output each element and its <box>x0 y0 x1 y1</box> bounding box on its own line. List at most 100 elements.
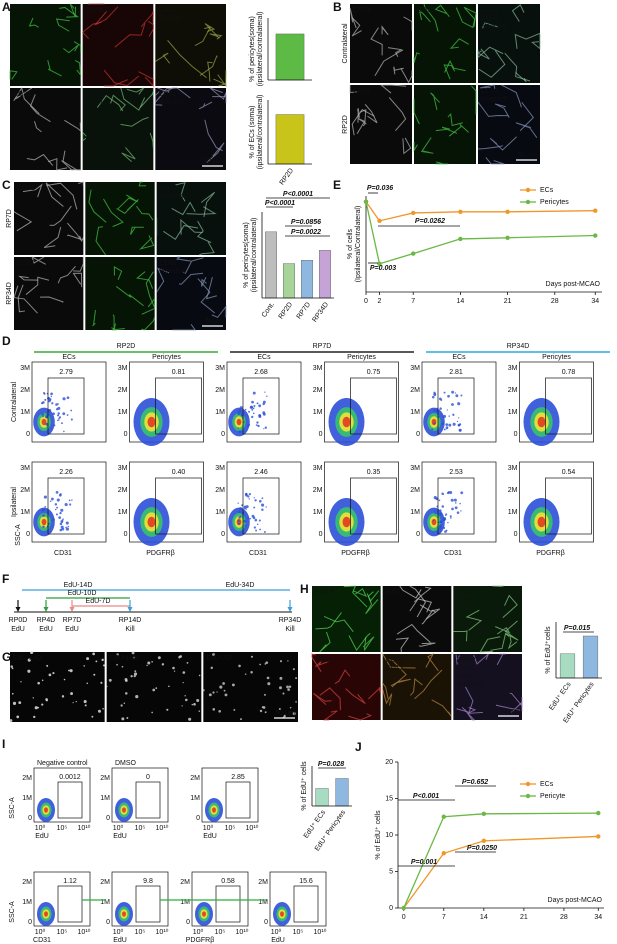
texture <box>264 426 267 429</box>
gate-value: 0.78 <box>562 369 576 376</box>
texture <box>261 508 264 511</box>
texture <box>92 310 96 327</box>
texture <box>287 660 289 662</box>
texture <box>45 422 49 426</box>
gate-value: 2.68 <box>254 369 268 376</box>
y-tick-label: 0 <box>124 431 128 438</box>
x-tick-label: 28 <box>560 914 568 921</box>
scale-bar-label: 50 μm <box>203 158 223 165</box>
texture <box>37 681 40 685</box>
texture <box>93 673 96 676</box>
gate <box>545 477 592 535</box>
texture <box>238 516 241 519</box>
channel-label: EdU-10D <box>110 655 139 662</box>
texture <box>208 693 212 697</box>
row-label: RP7D <box>6 209 13 228</box>
texture <box>433 422 436 425</box>
texture <box>292 712 296 716</box>
time-point-label: EdU <box>39 626 53 633</box>
y-tick-label: 2M <box>118 387 128 394</box>
texture <box>243 519 247 523</box>
y-tick-label: 2M <box>22 775 32 782</box>
x-tick-label: 10⁰ <box>193 928 204 936</box>
density-blob <box>44 911 48 917</box>
texture <box>359 109 367 127</box>
texture <box>63 430 65 433</box>
texture <box>216 691 218 693</box>
texture <box>63 678 66 681</box>
row-label: Contralateral <box>342 23 349 64</box>
x-tick-label: 0 <box>402 914 406 921</box>
x-tick-label: 10⁰ <box>113 928 124 936</box>
texture <box>449 38 469 49</box>
annotation: P=0.028 <box>318 761 344 768</box>
x-tick-label: 10⁰ <box>113 824 124 832</box>
texture <box>52 672 55 675</box>
texture <box>133 656 136 659</box>
y-tick-label: 20 <box>385 759 393 766</box>
texture <box>239 406 243 410</box>
texture <box>11 667 14 670</box>
texture <box>256 523 259 526</box>
x-tick-label: 10¹⁰ <box>156 928 169 936</box>
texture <box>430 92 440 111</box>
texture <box>370 27 383 56</box>
y-tick-label: 1M <box>313 409 323 416</box>
texture <box>27 669 31 673</box>
texture <box>50 395 52 398</box>
texture <box>60 525 64 529</box>
texture <box>212 653 216 657</box>
channel-label: Hoechst <box>481 23 507 30</box>
texture <box>121 147 136 162</box>
texture <box>58 417 60 420</box>
texture <box>72 272 83 288</box>
texture <box>261 497 264 500</box>
texture <box>67 525 70 528</box>
texture <box>78 181 84 186</box>
texture <box>431 395 435 399</box>
texture <box>434 510 436 512</box>
texture <box>154 91 163 106</box>
texture <box>245 505 249 509</box>
y-tick-label: 1M <box>100 795 110 802</box>
texture <box>237 412 241 416</box>
arrow-head <box>15 607 21 612</box>
density-blob <box>44 807 48 813</box>
y-tick-label: 1M <box>410 509 420 516</box>
texture <box>172 666 175 670</box>
channel-label: CD31 <box>17 260 35 267</box>
texture <box>477 145 504 150</box>
y-tick-label: 3M <box>508 365 518 372</box>
texture <box>207 61 213 82</box>
bar <box>265 231 277 299</box>
channel-label: EdU-7D <box>206 655 231 662</box>
texture <box>255 424 258 427</box>
gate <box>225 781 251 819</box>
y-tick-label: 0 <box>186 919 190 926</box>
texture <box>250 671 253 674</box>
texture <box>147 661 151 665</box>
texture <box>69 503 72 506</box>
texture <box>456 511 460 514</box>
channel-label: Hoechst <box>456 681 482 688</box>
texture <box>53 424 56 427</box>
y-tick-label: 3M <box>215 365 225 372</box>
texture <box>42 391 46 395</box>
x-axis-label: CD31 <box>54 550 72 557</box>
texture <box>251 408 254 411</box>
texture <box>413 142 418 153</box>
texture <box>151 711 153 714</box>
channel-label: CD13 <box>88 185 106 192</box>
texture <box>425 652 439 672</box>
texture <box>262 412 266 416</box>
y-tick-label: 0 <box>416 431 420 438</box>
bar <box>275 114 305 165</box>
texture <box>115 286 144 307</box>
x-axis-label: CD31 <box>33 937 51 944</box>
texture <box>402 137 412 155</box>
texture <box>13 285 38 314</box>
micrograph <box>478 4 540 83</box>
x-tick-label: 21 <box>520 914 528 921</box>
texture <box>243 421 245 424</box>
texture <box>20 681 22 683</box>
